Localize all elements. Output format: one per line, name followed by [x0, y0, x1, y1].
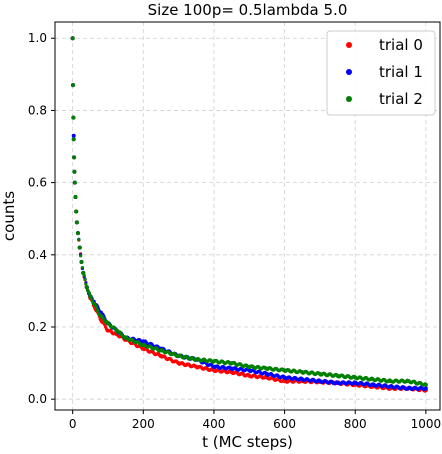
x-tick-label: 1000	[411, 417, 442, 431]
plot-frame	[54, 21, 441, 411]
y-tick-label: 0.4	[28, 248, 47, 262]
legend-marker	[346, 42, 352, 48]
data-point	[87, 291, 92, 295]
data-point	[74, 209, 79, 214]
data-point	[72, 169, 77, 174]
data-point	[72, 180, 77, 185]
data-point	[71, 133, 76, 138]
data-point	[83, 277, 87, 282]
data-point	[423, 382, 428, 387]
data-point	[73, 195, 78, 200]
data-point	[77, 238, 81, 242]
x-tick-label: 600	[273, 417, 296, 431]
data-point	[71, 115, 76, 120]
legend-label: trial 2	[379, 90, 423, 108]
data-point	[423, 386, 428, 391]
data-point	[75, 231, 80, 236]
ticks: 0 200 400 600 800 1000 0.0 0.2 0.4 0.6 0.8 1.0	[28, 31, 441, 431]
chart-title: Size 100p= 0.5lambda 5.0	[148, 1, 348, 19]
y-tick-label: 0.8	[28, 103, 47, 117]
data-point	[79, 260, 84, 265]
legend-label: trial 1	[379, 63, 423, 81]
data-point	[80, 265, 84, 270]
legend-box	[326, 30, 436, 116]
data-point	[70, 36, 75, 41]
y-tick-label: 0.0	[28, 392, 47, 406]
legend: trial 0 trial 1 trial 2	[326, 30, 436, 116]
legend-label: trial 0	[379, 36, 423, 54]
data-point	[82, 273, 86, 277]
y-tick-label: 0.6	[28, 176, 47, 190]
x-tick-label: 400	[202, 417, 225, 431]
y-axis-label: counts	[0, 191, 18, 241]
x-tick-label: 200	[132, 417, 155, 431]
data-point	[71, 83, 76, 88]
legend-marker	[346, 69, 352, 75]
x-tick-label: 0	[69, 417, 77, 431]
data-point	[71, 137, 76, 142]
data-point	[74, 220, 79, 225]
series-trial-2	[70, 36, 428, 387]
y-tick-label: 1.0	[28, 31, 47, 45]
legend-marker	[346, 96, 352, 102]
data-point	[72, 155, 77, 160]
data-point	[84, 282, 88, 286]
data-point	[77, 245, 82, 250]
x-axis-label: t (MC steps)	[202, 433, 293, 451]
data-point	[79, 254, 83, 258]
data-point	[84, 285, 89, 290]
series-trial-1	[70, 36, 428, 392]
x-tick-label: 800	[344, 417, 367, 431]
y-tick-label: 0.2	[28, 320, 47, 334]
data-point	[89, 296, 93, 300]
data-points	[70, 36, 428, 393]
